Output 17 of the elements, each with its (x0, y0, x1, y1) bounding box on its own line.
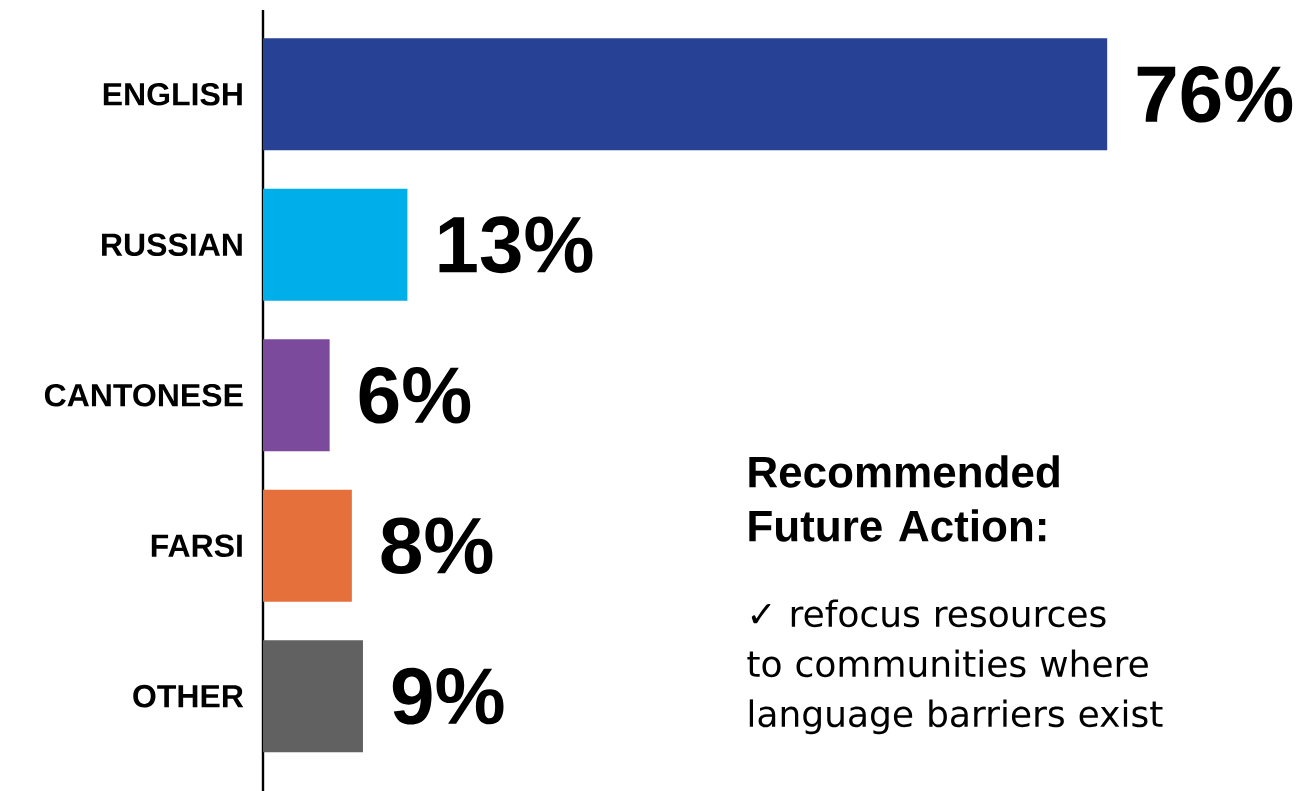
y-tick-label: ENGLISH (103, 82, 242, 106)
bar (263, 489, 352, 602)
y-tick-label: RUSSIAN (102, 233, 242, 257)
y-tick-label: OTHER (133, 684, 244, 708)
y-tick-label: FARSI (151, 534, 242, 558)
data-label: 8% (381, 517, 493, 575)
data-label: 6% (359, 366, 471, 424)
bar (263, 38, 1108, 151)
data-label: 9% (392, 667, 504, 725)
data-label: 13% (439, 216, 593, 274)
data-label: 76% (1137, 65, 1293, 123)
y-tick-label: CANTONESE (44, 383, 243, 407)
bar (263, 188, 408, 301)
bar (263, 339, 330, 452)
annotation: ✓ refocus resources to communities where language barriers exist (747, 599, 1163, 735)
bar (263, 640, 363, 753)
annotation: Recommended Future Action: (749, 455, 1059, 542)
